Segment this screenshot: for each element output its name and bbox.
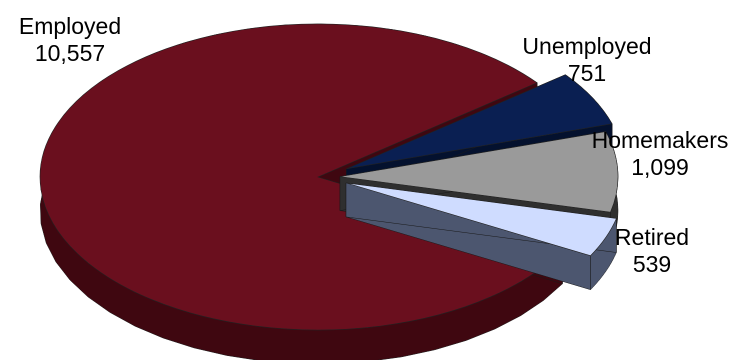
pie-slices [39, 23, 619, 360]
slice-value-retired: 539 [633, 251, 671, 277]
slice-value-employed: 10,557 [35, 40, 105, 66]
pie-slice-retired [345, 182, 617, 257]
slice-value-unemployed: 751 [568, 60, 606, 86]
slice-label-homemakers: Homemakers [592, 127, 729, 153]
slice-label-retired: Retired [615, 224, 689, 250]
pie-slice-unemployed [346, 74, 613, 170]
slice-label-employed: Employed [19, 13, 121, 39]
pie-slice-homemakers [339, 131, 619, 213]
pie-slice-employed [39, 23, 564, 331]
slice-value-homemakers: 1,099 [631, 154, 689, 180]
slice-label-unemployed: Unemployed [522, 33, 651, 59]
